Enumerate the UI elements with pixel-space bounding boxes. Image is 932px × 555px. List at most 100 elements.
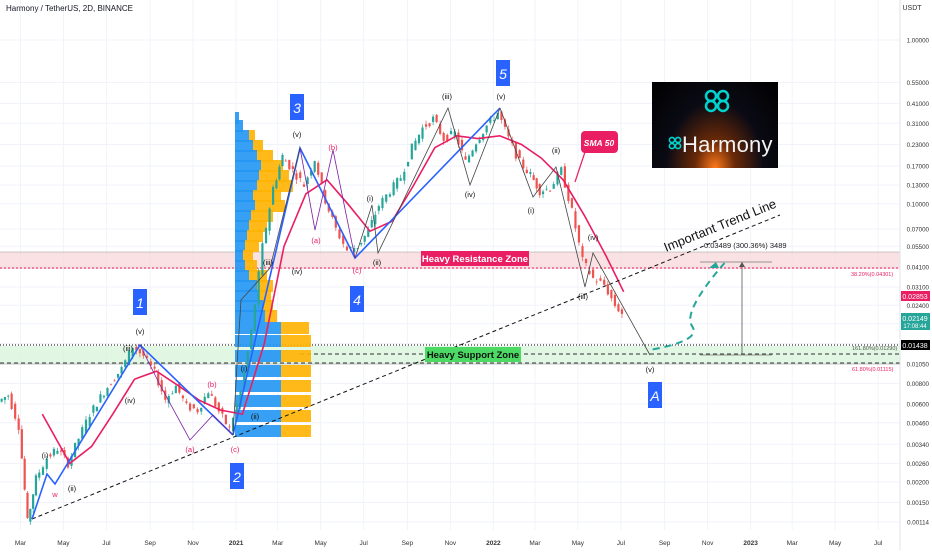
candle-body — [120, 366, 123, 374]
candle-body — [284, 160, 287, 162]
candle-body — [200, 407, 203, 412]
wave-label: (a) — [311, 236, 321, 245]
volume-profile-bar-blue — [235, 270, 249, 282]
candle-body — [560, 167, 563, 175]
candle-body — [414, 140, 417, 151]
candle-body — [317, 162, 320, 175]
support-label: Heavy Support Zone — [427, 350, 519, 361]
candle-body — [81, 427, 84, 439]
harmony-logo-small-mark — [668, 136, 682, 150]
volume-profile-bar-orange — [281, 395, 311, 407]
candle-body — [367, 229, 370, 237]
candle-body — [507, 129, 510, 137]
candle-body — [471, 150, 474, 157]
volume-profile-bar-orange — [261, 160, 283, 172]
candle-body — [116, 373, 120, 378]
wave-label: (b) — [207, 380, 217, 389]
price-axis-bg — [900, 0, 932, 550]
volume-profile-bar-orange — [251, 210, 273, 222]
candle-body — [196, 408, 199, 413]
price-tick-label: 0.00340 — [907, 442, 930, 449]
candle-body — [338, 229, 341, 239]
candle-body — [174, 385, 177, 394]
volume-profile-bar-blue — [235, 150, 257, 162]
volume-profile-bar-orange — [245, 260, 257, 272]
candle-body — [556, 172, 559, 185]
price-tick-label: 0.41000 — [907, 101, 930, 108]
candle-body — [167, 396, 170, 404]
price-tick-label: 0.00800 — [907, 381, 930, 388]
price-tick-label: 0.02400 — [907, 303, 930, 310]
candle-body — [99, 394, 102, 403]
subwave-lines-d — [499, 107, 651, 356]
current-price-tag — [901, 313, 930, 330]
candle-body — [482, 133, 485, 140]
volume-profile-bar-orange — [245, 240, 259, 252]
wave-label: (iv) — [292, 267, 303, 276]
candle-body — [399, 178, 402, 181]
candle-body — [435, 114, 438, 123]
candle-body — [257, 271, 260, 305]
volume-profile-bar-orange — [253, 140, 263, 152]
important-trend-line[interactable] — [31, 214, 781, 520]
wave-number-box — [230, 463, 244, 489]
candle-body — [446, 134, 449, 142]
candle-body — [577, 225, 581, 243]
candle-body — [138, 349, 141, 354]
candle-body — [20, 429, 23, 459]
candle-body — [14, 403, 17, 419]
wave-label: (i) — [42, 451, 49, 460]
price-tick-label: 0.00600 — [907, 401, 930, 408]
wave-number-text: 5 — [499, 66, 507, 82]
time-tick-label: Sep — [659, 540, 671, 547]
volume-profile-bar-orange — [281, 365, 311, 377]
candle-body — [442, 132, 445, 141]
wave-number-boxes: 1 2 3 4 5 A — [133, 60, 662, 489]
support-price-tag — [901, 340, 930, 350]
candle-body — [239, 391, 242, 407]
candle-body — [385, 194, 388, 202]
volume-profile-bar-blue — [235, 230, 247, 242]
price-axis: 1.00000 0.55000 0.41000 0.31000 0.23000 0.170… — [899, 0, 932, 550]
candle-body — [288, 159, 291, 170]
wave-number-text: 2 — [232, 469, 241, 485]
wave-label: (iv) — [125, 396, 136, 405]
volume-profile-bar-blue — [235, 200, 255, 212]
candle-body — [522, 159, 525, 169]
volume-profile-bar-orange — [281, 322, 309, 334]
wave-number-box — [350, 286, 364, 312]
volume-profile-bar-blue — [235, 380, 281, 392]
candle-body — [320, 172, 323, 183]
candle-body — [153, 366, 156, 369]
harmony-logo: Harmony — [652, 82, 778, 168]
price-tick-label: 0.23000 — [907, 142, 930, 149]
price-tick-label: 0.01050 — [907, 362, 930, 369]
candle-body — [142, 351, 145, 356]
candle-body — [113, 380, 116, 382]
candle-body — [29, 508, 32, 522]
candle-body — [131, 347, 134, 357]
wave-label: (iii) — [123, 344, 133, 353]
resistance-price-text: 0.02853 — [902, 294, 927, 301]
sma-label: SMA 50 — [584, 138, 615, 148]
candle-body — [410, 143, 413, 160]
candle-body — [503, 119, 507, 127]
wave-label: (ii) — [251, 412, 260, 421]
price-tick-label: 0.00200 — [907, 480, 930, 487]
price-tick-label: 0.05500 — [907, 244, 930, 251]
time-tick-label: Sep — [144, 540, 156, 547]
candle-body — [345, 246, 349, 251]
candle-body — [424, 124, 428, 127]
candle-body — [7, 395, 10, 397]
candle-body — [496, 112, 499, 120]
candle-body — [228, 426, 231, 428]
wave-label: (v) — [136, 327, 145, 336]
candle-body — [149, 361, 152, 366]
volume-profile-bar-orange — [249, 130, 255, 142]
measure-arrowhead — [739, 262, 745, 267]
time-tick-label: May — [572, 540, 585, 547]
wave-label: (iii) — [578, 292, 588, 301]
candle-body — [392, 182, 395, 196]
candle-body — [34, 475, 38, 496]
